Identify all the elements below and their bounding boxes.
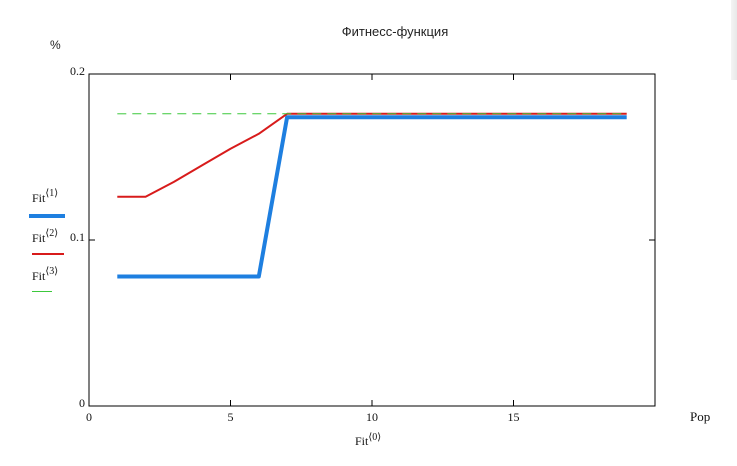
plot-frame — [88, 73, 656, 407]
window-edge — [731, 0, 737, 80]
y-tick-label: 0.1 — [70, 230, 85, 244]
series-line-fit2 — [117, 112, 627, 198]
x-tick-label: 5 — [227, 410, 234, 424]
legend-swatch-fit2 — [32, 253, 64, 255]
legend-label-fit1: Fit⟨1⟩ — [32, 188, 58, 206]
legend-label-fit3-base: Fit — [32, 269, 46, 283]
x-axis-expression: Fit⟨0⟩ — [355, 432, 381, 449]
x-axis-expression-base: Fit — [355, 434, 369, 448]
series-layer — [117, 112, 627, 279]
legend-label-fit2-base: Fit — [32, 231, 46, 245]
legend-label-fit2: Fit⟨2⟩ — [32, 228, 58, 246]
legend-label-fit2-sup: ⟨2⟩ — [45, 228, 59, 239]
y-tick-label: 0 — [79, 396, 85, 410]
x-tick-label: 10 — [366, 410, 378, 424]
x-tick-label: 0 — [86, 410, 92, 424]
legend-label-fit3-sup: ⟨3⟩ — [45, 266, 59, 277]
y-tick-label: 0.2 — [70, 64, 85, 78]
x-axis-label: Pop — [690, 409, 711, 424]
y-axis-unit: % — [50, 38, 61, 52]
x-tick-label: 15 — [507, 410, 520, 424]
series-line-fit1 — [117, 115, 627, 279]
legend-swatch-fit3 — [32, 291, 52, 292]
legend-label-fit3: Fit⟨3⟩ — [32, 266, 58, 284]
legend-label-fit1-base: Fit — [32, 191, 46, 205]
x-axis-expression-sup: ⟨0⟩ — [368, 432, 382, 443]
legend-label-fit1-sup: ⟨1⟩ — [45, 188, 59, 199]
legend-swatch-fit1 — [29, 214, 65, 218]
axis-ticks — [88, 73, 655, 407]
chart-title: Фитнесс-функция — [341, 24, 449, 39]
